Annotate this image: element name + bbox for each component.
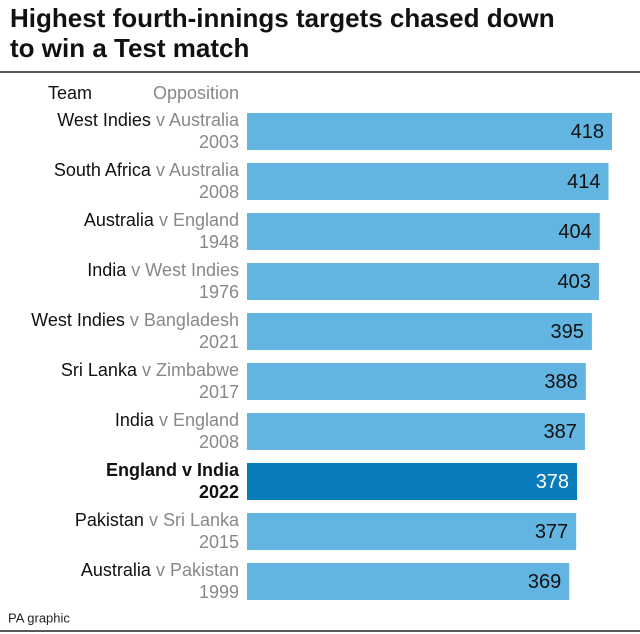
opposition: v Zimbabwe: [142, 360, 239, 380]
category-label: England v India: [106, 460, 240, 480]
opposition: v Sri Lanka: [149, 510, 240, 530]
year: 1948: [199, 232, 239, 252]
category-label: India v England: [115, 410, 239, 430]
year: 2008: [199, 432, 239, 452]
opposition: v West Indies: [131, 260, 239, 280]
value-label: 395: [551, 321, 584, 343]
team: India: [115, 410, 155, 430]
year: 1999: [199, 582, 239, 602]
value-label: 369: [528, 571, 561, 593]
category-label: West Indies v Australia: [57, 110, 240, 130]
category-label: Pakistan v Sri Lanka: [75, 510, 240, 530]
year: 2008: [199, 182, 239, 202]
year: 2021: [199, 332, 239, 352]
header-team: Team: [48, 83, 92, 103]
bar: [247, 313, 592, 350]
opposition: v Australia: [156, 160, 240, 180]
value-label: 377: [535, 521, 568, 543]
team: South Africa: [54, 160, 152, 180]
year: 2022: [199, 482, 239, 502]
team: Australia: [81, 560, 152, 580]
team: West Indies: [31, 310, 125, 330]
bar: [247, 463, 578, 500]
value-label: 418: [571, 121, 604, 143]
year: 1976: [199, 282, 239, 302]
bar: [247, 213, 600, 250]
category-label: South Africa v Australia: [54, 160, 240, 180]
team: England: [106, 460, 177, 480]
team: Sri Lanka: [61, 360, 138, 380]
category-label: Australia v Pakistan: [81, 560, 239, 580]
chart-title: to win a Test match: [10, 33, 249, 63]
year: 2015: [199, 532, 239, 552]
category-label: India v West Indies: [87, 260, 239, 280]
opposition: v Pakistan: [156, 560, 239, 580]
bar: [247, 563, 570, 600]
category-label: Sri Lanka v Zimbabwe: [61, 360, 239, 380]
category-label: Australia v England: [84, 210, 239, 230]
bar: [247, 263, 599, 300]
value-label: 387: [544, 421, 577, 443]
bar: [247, 113, 612, 150]
value-label: 403: [558, 271, 591, 293]
year: 2003: [199, 132, 239, 152]
bar: [247, 363, 586, 400]
opposition: v Australia: [156, 110, 240, 130]
category-label: West Indies v Bangladesh: [31, 310, 239, 330]
header-opposition: Opposition: [153, 83, 239, 103]
team: India: [87, 260, 127, 280]
opposition: v Bangladesh: [130, 310, 239, 330]
opposition: v England: [159, 210, 239, 230]
opposition: v England: [159, 410, 239, 430]
year: 2017: [199, 382, 239, 402]
chart-title: Highest fourth-innings targets chased do…: [10, 3, 555, 33]
bar: [247, 163, 609, 200]
value-label: 378: [536, 471, 569, 493]
value-label: 388: [544, 371, 577, 393]
opposition: v India: [182, 460, 240, 480]
value-label: 404: [558, 221, 591, 243]
team: West Indies: [57, 110, 151, 130]
team: Pakistan: [75, 510, 144, 530]
value-label: 414: [567, 171, 600, 193]
team: Australia: [84, 210, 155, 230]
footer: PA graphic: [8, 610, 70, 625]
bar: [247, 413, 585, 450]
bar: [247, 513, 577, 550]
